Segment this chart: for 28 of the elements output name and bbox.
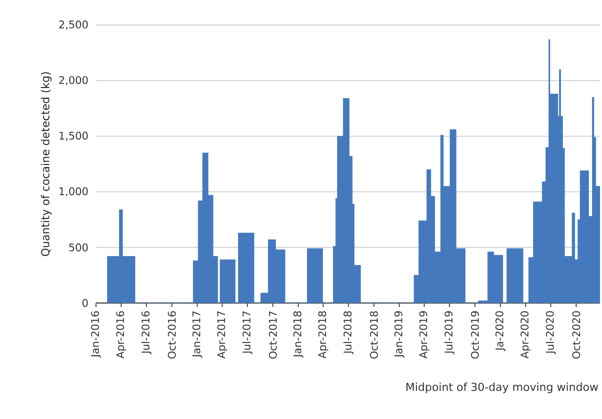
x-tick-label: Apr-2016 <box>116 311 126 358</box>
x-tick-label: Oct-2019 <box>470 311 479 359</box>
x-tick-label: Jan-2017 <box>192 311 202 358</box>
y-tick-label: 2,500 <box>59 20 88 30</box>
x-tick-label: Apr-2017 <box>217 311 228 358</box>
x-tick-label: Apr-2018 <box>318 311 328 358</box>
x-tick-label: Oct-2020 <box>572 311 580 359</box>
x-tick-label: Apr-2019 <box>419 311 430 358</box>
x-tick-label: Oct-2016 <box>168 311 176 359</box>
x-tick-label: Jul-2019 <box>444 311 454 354</box>
x-tick-label: Jul-2020 <box>546 311 556 354</box>
x-tick-label: Oct-2017 <box>268 311 277 359</box>
x-tick-label: Jul-2017 <box>242 311 252 354</box>
y-tick-label: 0 <box>82 299 88 307</box>
x-tick-label: Jan-2016 <box>91 311 101 358</box>
x-tick-label: Jul-2016 <box>141 311 152 354</box>
x-tick-label: Oct-2018 <box>370 311 378 359</box>
y-tick-label: 1,000 <box>60 187 88 196</box>
y-tick-label: 2,000 <box>59 76 88 86</box>
x-tick-label: Jul-2018 <box>343 311 354 354</box>
x-tick-label: Jan-2018 <box>293 311 304 358</box>
y-tick-label: 500 <box>69 243 88 252</box>
x-axis-title: Midpoint of 30-day moving window <box>406 382 598 394</box>
x-tick-label: Ja-2020 <box>495 311 506 352</box>
x-tick-label: Jan-2019 <box>394 311 404 358</box>
x-tick-label: Apr-2020 <box>520 311 531 358</box>
y-tick-label: 1,500 <box>60 132 88 141</box>
y-axis-title: Quantity of cocaine detected (kg) <box>40 72 52 256</box>
